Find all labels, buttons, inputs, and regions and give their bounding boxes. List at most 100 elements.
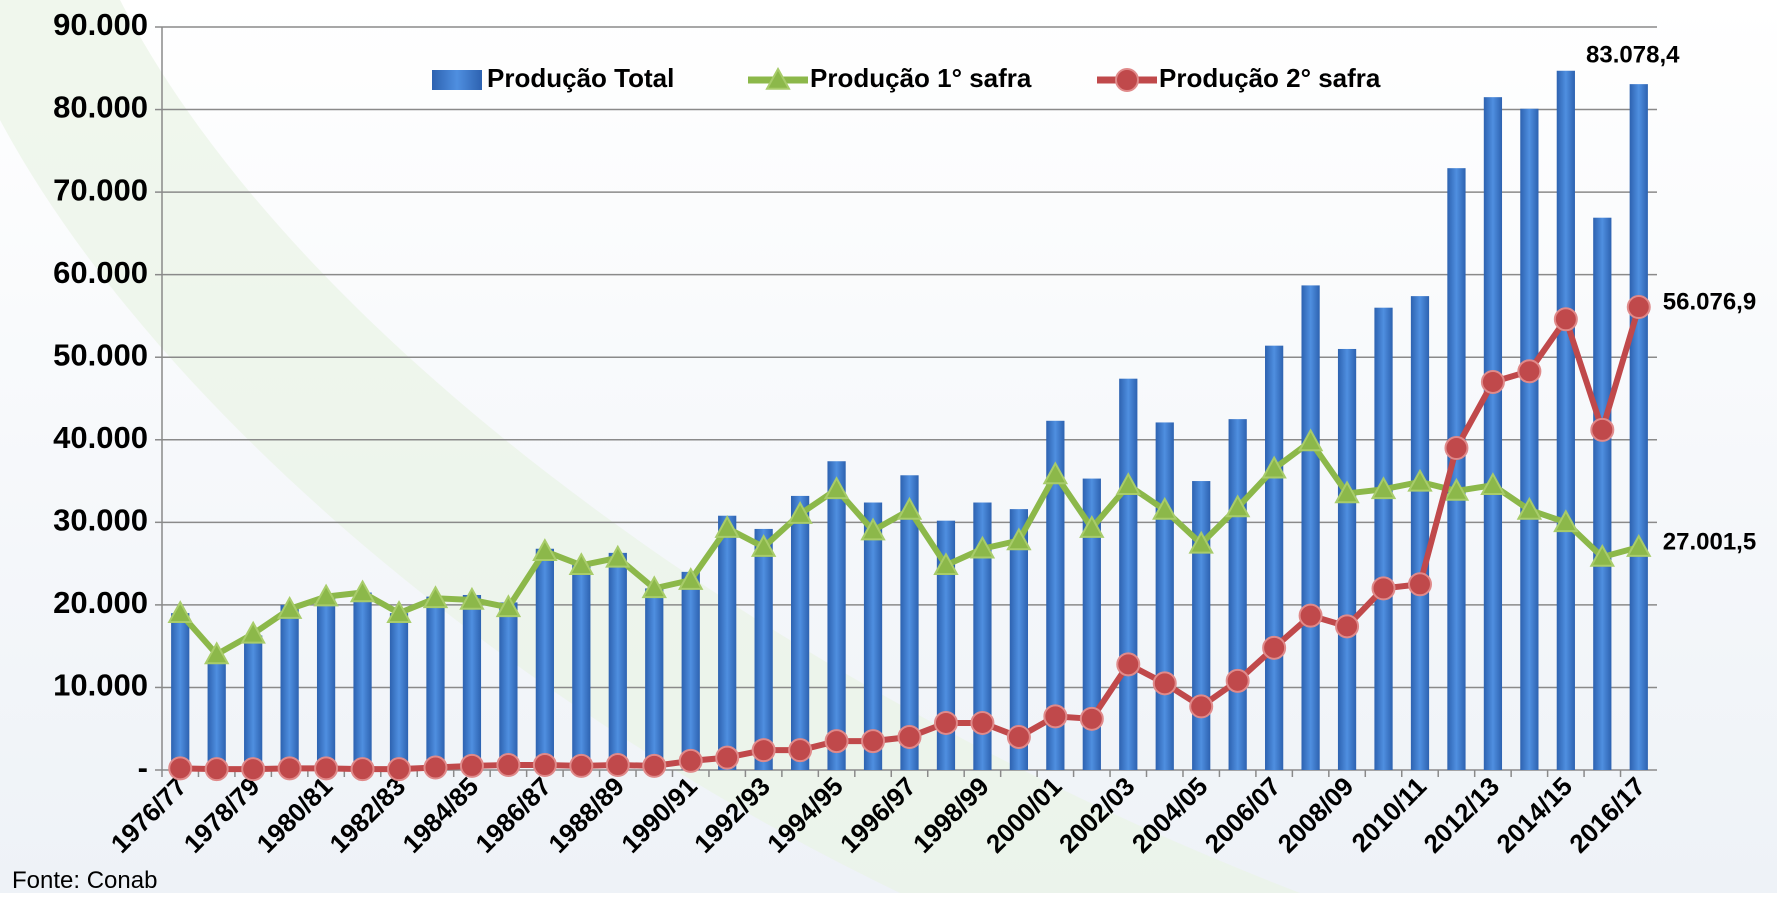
point bbox=[240, 620, 266, 644]
y-tick-label: - bbox=[138, 750, 148, 785]
point bbox=[1626, 534, 1652, 557]
point bbox=[1152, 496, 1178, 520]
point bbox=[1079, 706, 1104, 731]
point bbox=[532, 538, 558, 562]
point bbox=[788, 738, 813, 763]
legend-label: Produção 2° safra bbox=[1159, 63, 1381, 93]
y-tick-label: 20.000 bbox=[53, 585, 148, 620]
bar bbox=[1410, 296, 1430, 770]
point bbox=[387, 757, 412, 782]
bar bbox=[827, 461, 846, 770]
point bbox=[605, 753, 630, 778]
point bbox=[1371, 576, 1396, 601]
point bbox=[1079, 515, 1105, 538]
point bbox=[1553, 509, 1579, 533]
point bbox=[203, 641, 230, 665]
bar bbox=[790, 495, 810, 770]
bar bbox=[1155, 422, 1174, 770]
point bbox=[1116, 652, 1141, 677]
point bbox=[204, 757, 229, 782]
point bbox=[714, 515, 740, 538]
point bbox=[1189, 694, 1214, 719]
point bbox=[787, 501, 813, 524]
point bbox=[1042, 461, 1069, 485]
point bbox=[1407, 572, 1432, 597]
point bbox=[1006, 527, 1032, 551]
bar bbox=[1374, 307, 1393, 770]
legend-swatch bbox=[432, 70, 482, 90]
point bbox=[1006, 724, 1031, 749]
point bbox=[678, 567, 704, 590]
y-tick-label: 80.000 bbox=[53, 90, 148, 125]
bar bbox=[936, 520, 956, 770]
point bbox=[896, 496, 923, 520]
value-label: 56.076,9 bbox=[1663, 288, 1756, 315]
point bbox=[1224, 494, 1251, 518]
point bbox=[1115, 472, 1141, 495]
point bbox=[824, 729, 849, 754]
bar bbox=[535, 548, 554, 770]
point bbox=[1334, 480, 1360, 504]
bar bbox=[681, 571, 700, 770]
bar bbox=[462, 594, 482, 770]
point bbox=[1152, 671, 1177, 696]
point bbox=[751, 738, 776, 763]
point bbox=[1297, 428, 1324, 452]
point bbox=[1589, 543, 1615, 567]
bar bbox=[1629, 84, 1648, 770]
bar bbox=[353, 592, 372, 770]
y-tick-label: 60.000 bbox=[53, 255, 148, 290]
point bbox=[969, 535, 996, 559]
point bbox=[1261, 455, 1287, 479]
bar bbox=[171, 613, 190, 770]
point bbox=[642, 753, 667, 778]
point bbox=[241, 757, 266, 782]
y-tick-label: 30.000 bbox=[53, 503, 148, 538]
point bbox=[750, 534, 777, 557]
point bbox=[168, 756, 193, 781]
bar bbox=[572, 563, 591, 770]
bar bbox=[1520, 108, 1539, 771]
bar bbox=[1447, 168, 1466, 771]
legend-marker bbox=[1115, 68, 1139, 92]
point bbox=[1480, 472, 1506, 495]
bar bbox=[1593, 217, 1612, 770]
bar bbox=[244, 635, 263, 770]
point bbox=[568, 552, 595, 576]
bar bbox=[280, 604, 299, 770]
point bbox=[532, 753, 557, 778]
bar bbox=[900, 475, 919, 770]
bar bbox=[1228, 419, 1247, 770]
point bbox=[1626, 295, 1651, 320]
point bbox=[1370, 476, 1397, 500]
bar bbox=[1082, 478, 1101, 770]
bar bbox=[1483, 97, 1503, 770]
legend-label: Produção Total bbox=[487, 63, 674, 93]
y-tick-label: 70.000 bbox=[53, 172, 148, 207]
bar bbox=[1556, 70, 1575, 770]
point bbox=[1516, 496, 1543, 520]
point bbox=[1335, 614, 1360, 639]
point bbox=[933, 552, 959, 576]
point bbox=[605, 544, 631, 568]
point bbox=[823, 476, 850, 500]
point bbox=[1225, 668, 1250, 693]
point bbox=[1298, 603, 1323, 628]
point bbox=[641, 575, 667, 599]
point bbox=[1444, 436, 1469, 461]
point bbox=[715, 745, 740, 770]
bar bbox=[1265, 345, 1284, 770]
point bbox=[678, 748, 703, 773]
bar bbox=[718, 515, 737, 770]
point bbox=[1553, 307, 1578, 332]
bar bbox=[645, 588, 664, 770]
point bbox=[495, 594, 522, 618]
point bbox=[459, 753, 484, 778]
y-tick-label: 40.000 bbox=[53, 420, 148, 455]
point bbox=[313, 583, 339, 607]
bar bbox=[389, 613, 409, 770]
legend-marker bbox=[765, 66, 791, 90]
point bbox=[277, 756, 302, 781]
point bbox=[496, 753, 521, 778]
